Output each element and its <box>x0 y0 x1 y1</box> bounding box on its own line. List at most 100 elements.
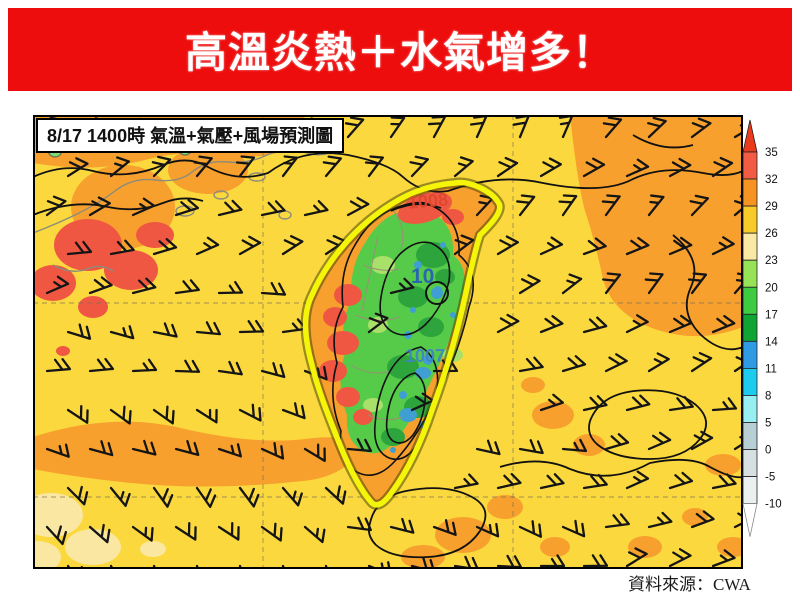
wind-barb <box>389 277 415 295</box>
wind-barb <box>518 439 544 455</box>
wind-barb <box>432 519 457 536</box>
wind-barb <box>496 472 522 490</box>
contour-label-1007: 1007 <box>405 346 446 366</box>
wind-barb <box>303 525 326 544</box>
wind-barb <box>193 155 213 178</box>
map-frame <box>33 115 743 569</box>
wind-barb <box>668 396 694 412</box>
wind-barb <box>174 359 201 373</box>
colorbar-tick-label: 35 <box>765 147 778 159</box>
wind-barb <box>152 322 178 338</box>
wind-barb <box>625 394 651 412</box>
wind-barb <box>475 522 500 538</box>
wind-barb <box>151 155 172 178</box>
colorbar-tick-label: 8 <box>765 390 771 402</box>
wind-barb <box>475 439 501 456</box>
wind-barb <box>217 443 242 458</box>
wind-barb <box>604 353 628 373</box>
colorbar-tick-label: 5 <box>765 418 771 430</box>
wind-barb <box>668 548 692 568</box>
wind-barb <box>496 235 519 256</box>
wind-barb <box>711 549 736 568</box>
colorbar-tick-label: 17 <box>765 309 778 321</box>
colorbar-segment <box>742 232 758 261</box>
wind-barb <box>88 357 115 373</box>
wind-barb <box>690 117 712 139</box>
wind-barb <box>174 521 197 541</box>
colorbar-segment <box>742 178 758 207</box>
wind-barb <box>647 116 667 139</box>
wind-barb <box>195 236 220 256</box>
colorbar-segment <box>742 395 758 423</box>
wind-barb <box>217 360 243 376</box>
wind-barb <box>152 238 178 256</box>
wind-barb <box>409 155 429 178</box>
wind-barb <box>260 281 287 296</box>
contour-label-10: 10 <box>411 265 435 288</box>
wind-barb <box>625 236 650 256</box>
colorbar-segment <box>742 367 758 396</box>
wind-barb <box>195 408 218 424</box>
wind-barb <box>88 196 111 217</box>
colorbar-top-triangle <box>742 119 758 153</box>
wind-barb <box>131 277 157 295</box>
map-title-box: 8/17 1400時 氣溫+氣壓+風場預測圖 <box>36 118 345 153</box>
colorbar-segment <box>742 259 758 288</box>
wind-barb <box>668 236 693 256</box>
wind-barb <box>109 239 135 256</box>
wind-barb <box>561 355 587 373</box>
isobar-label-1008: 1008 <box>407 189 449 213</box>
colorbar-tick-label: 32 <box>765 174 778 186</box>
wind-barb <box>109 486 131 507</box>
wind-barb <box>45 358 72 373</box>
wind-barb <box>238 486 260 508</box>
wind-barb <box>346 516 372 532</box>
colorbar-tick-label: -5 <box>765 472 775 484</box>
wind-barb <box>260 200 286 217</box>
wind-barb <box>389 116 406 139</box>
wind-barb <box>539 554 566 568</box>
wind-barb <box>346 438 373 453</box>
wind-barb <box>690 510 715 529</box>
wind-barb <box>131 197 156 217</box>
wind-barb <box>109 156 131 178</box>
wind-barb <box>561 273 583 295</box>
wind-barb <box>668 157 692 178</box>
wind-barb <box>711 156 734 178</box>
taiwan-highlight-outline <box>300 177 505 510</box>
wind-barb <box>644 272 664 295</box>
wind-barb <box>687 272 708 295</box>
wind-barb <box>668 314 693 334</box>
wind-barb <box>668 471 694 490</box>
wind-barb <box>281 402 306 420</box>
wind-barb <box>516 194 536 217</box>
wind-barb <box>217 521 240 541</box>
wind-barb <box>711 236 735 256</box>
pale-yellow-patches <box>33 493 166 569</box>
wind-barb <box>303 443 326 462</box>
wind-barb <box>733 509 743 529</box>
mountain-green <box>340 209 465 454</box>
wind-barb <box>344 116 365 139</box>
wind-barb <box>582 316 608 334</box>
wind-barb <box>131 525 154 542</box>
wind-barb <box>647 352 670 373</box>
wind-barb <box>496 313 520 334</box>
wind-barb <box>539 473 565 490</box>
wind-barb <box>539 236 564 256</box>
wind-barb <box>66 240 93 256</box>
wind-barb <box>109 325 135 340</box>
map-canvas <box>33 115 743 569</box>
wind-barb <box>518 520 542 538</box>
wind-barb <box>647 431 672 451</box>
wind-barb <box>601 194 621 217</box>
wind-barb <box>324 485 347 505</box>
wind-barb <box>238 403 262 422</box>
colorbar-tick-label: 14 <box>765 336 778 348</box>
wind-barb <box>647 511 673 529</box>
temperature-colorbar: 35 32 29 26 23 20 17 14 11 8 5 0 -5 -10 <box>742 119 782 537</box>
wind-barb <box>496 156 519 178</box>
wind-barb <box>604 433 630 451</box>
wind-barb <box>45 443 70 458</box>
wind-barb <box>238 319 265 334</box>
